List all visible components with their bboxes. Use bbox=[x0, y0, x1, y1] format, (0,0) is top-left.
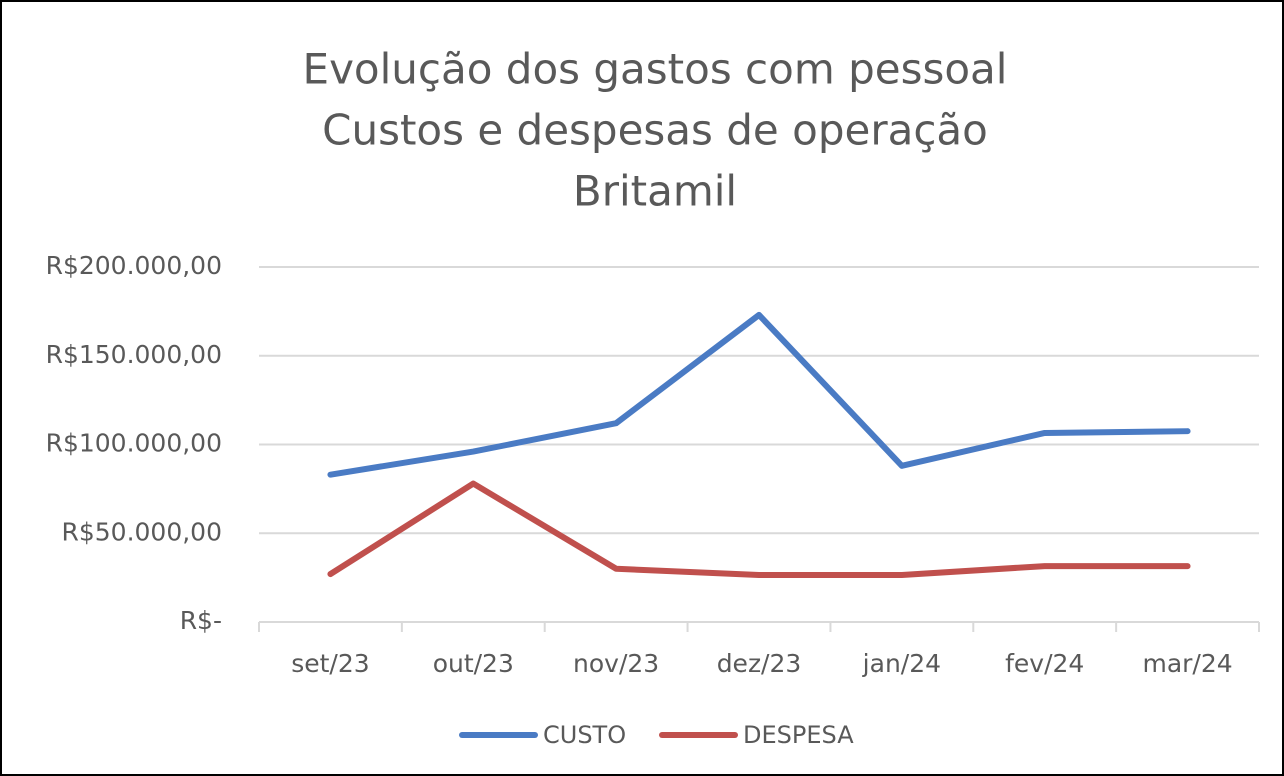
x-tick-label: out/23 bbox=[433, 649, 514, 678]
y-tick-label: R$100.000,00 bbox=[46, 429, 222, 458]
y-tick-label: R$50.000,00 bbox=[61, 517, 222, 546]
chart-title: Britamil bbox=[573, 167, 737, 216]
x-tick-label: nov/23 bbox=[573, 649, 659, 678]
chart-title: Custos e despesas de operação bbox=[322, 106, 988, 155]
x-tick-label: fev/24 bbox=[1005, 649, 1084, 678]
y-tick-label: R$200.000,00 bbox=[46, 251, 222, 280]
legend-label: DESPESA bbox=[743, 721, 854, 749]
series-line bbox=[327, 311, 1191, 478]
y-tick-label: R$150.000,00 bbox=[46, 340, 222, 369]
x-tick-label: jan/24 bbox=[862, 649, 941, 678]
chart-title: Evolução dos gastos com pessoal bbox=[303, 45, 1008, 94]
series-line bbox=[327, 480, 1191, 578]
x-tick-label: set/23 bbox=[291, 649, 369, 678]
legend-label: CUSTO bbox=[543, 721, 626, 749]
x-tick-label: mar/24 bbox=[1142, 649, 1232, 678]
x-tick-label: dez/23 bbox=[717, 649, 802, 678]
y-tick-label: R$- bbox=[180, 606, 222, 635]
